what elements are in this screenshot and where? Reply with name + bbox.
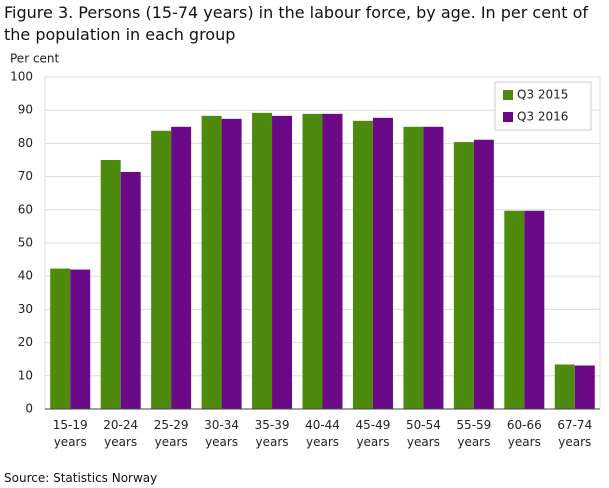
y-tick-label: 70 [18, 169, 33, 183]
x-tick-label: 40-44 years [305, 418, 340, 449]
source: Source: Statistics Norway [4, 471, 158, 485]
bar [302, 113, 323, 410]
x-tick-label: 60-66 years [507, 418, 542, 449]
bar [574, 365, 595, 409]
bar [524, 210, 545, 409]
x-tick-label: 30-34 years [204, 418, 239, 449]
legend-swatch [503, 112, 513, 122]
chart: Per cent 0 10 20 30 40 50 60 70 80 90 100 15-19 year… [10, 52, 601, 449]
y-tick-label: 100 [10, 70, 33, 84]
y-axis-label: Per cent [10, 52, 60, 66]
y-tick-label: 90 [18, 103, 33, 117]
bar [201, 115, 222, 410]
bar [120, 171, 141, 409]
legend-label: Q3 2016 [517, 110, 568, 124]
bar [554, 364, 575, 409]
bar [50, 268, 71, 409]
bar [372, 117, 393, 409]
bar [423, 126, 444, 410]
y-tick-label: 60 [18, 202, 33, 216]
legend-label: Q3 2015 [517, 88, 568, 102]
bar [151, 130, 172, 409]
x-tick-label: 45-49 years [356, 418, 391, 449]
bar [272, 115, 293, 410]
x-tick-label: 25-29 years [154, 418, 189, 449]
y-tick-label: 50 [18, 236, 33, 250]
legend-swatch [503, 90, 513, 100]
y-tick-label: 80 [18, 136, 33, 150]
y-tick-label: 40 [18, 269, 33, 283]
bar [252, 112, 273, 409]
bar [322, 113, 343, 410]
y-tick-label: 10 [18, 368, 33, 382]
bar [171, 126, 192, 410]
x-tick-label: 20-24 years [103, 418, 138, 449]
bar [100, 160, 121, 409]
x-tick-label: 15-19 years [53, 418, 88, 449]
chart-title: Figure 3. Persons (15-74 years) in the l… [4, 3, 588, 44]
bar [473, 139, 494, 410]
bar [403, 126, 424, 410]
bar [352, 120, 373, 409]
y-tick-label: 0 [25, 402, 33, 416]
x-tick-label: 35-39 years [255, 418, 290, 449]
y-tick-label: 20 [18, 335, 33, 349]
x-tick-label: 55-59 years [456, 418, 491, 449]
y-tick-label: 30 [18, 302, 33, 316]
bar [504, 210, 525, 409]
bar [453, 142, 474, 409]
bar [221, 118, 242, 409]
x-tick-label: 67-74 years [557, 418, 592, 449]
bar [70, 269, 91, 409]
x-tick-label: 50-54 years [406, 418, 441, 449]
